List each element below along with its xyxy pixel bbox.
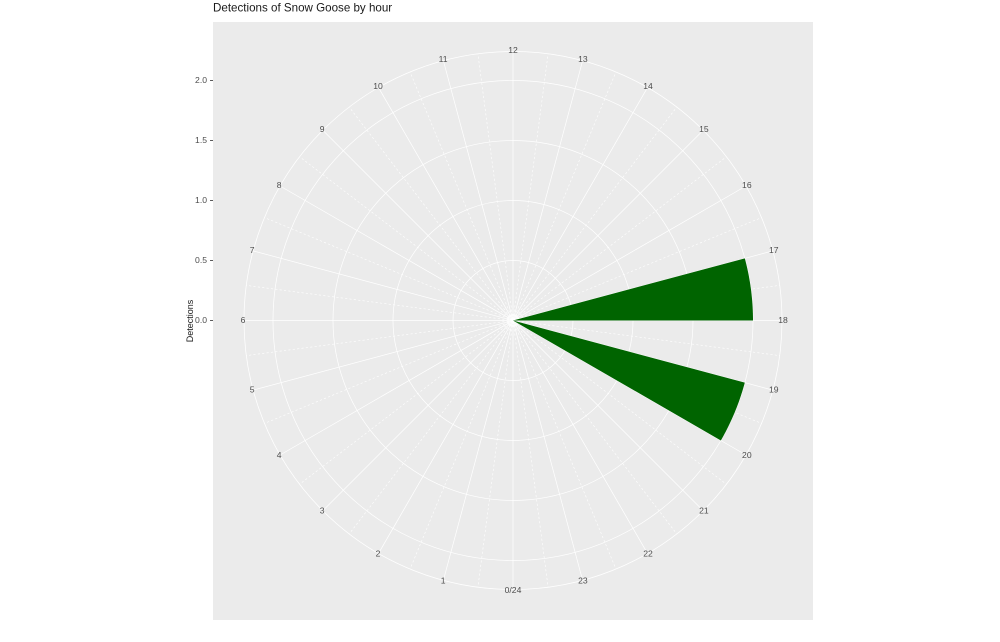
svg-text:2.0: 2.0 bbox=[195, 75, 207, 85]
svg-text:0.0: 0.0 bbox=[195, 315, 207, 325]
svg-text:12: 12 bbox=[508, 45, 518, 55]
svg-text:10: 10 bbox=[373, 81, 383, 91]
svg-text:23: 23 bbox=[578, 576, 588, 586]
svg-text:3: 3 bbox=[320, 506, 325, 516]
svg-text:0.5: 0.5 bbox=[195, 255, 207, 265]
svg-text:9: 9 bbox=[320, 124, 325, 134]
svg-text:0/24: 0/24 bbox=[505, 585, 522, 595]
svg-text:11: 11 bbox=[439, 54, 448, 64]
svg-text:15: 15 bbox=[699, 124, 709, 134]
svg-text:17: 17 bbox=[769, 245, 779, 255]
svg-text:20: 20 bbox=[742, 450, 752, 460]
svg-text:Detections of Snow Goose by ho: Detections of Snow Goose by hour bbox=[213, 2, 392, 15]
svg-text:8: 8 bbox=[277, 180, 282, 190]
svg-text:22: 22 bbox=[643, 549, 653, 559]
svg-text:19: 19 bbox=[769, 385, 779, 395]
svg-text:14: 14 bbox=[643, 81, 653, 91]
svg-text:1: 1 bbox=[441, 576, 446, 586]
svg-text:2: 2 bbox=[376, 549, 381, 559]
svg-text:Detections: Detections bbox=[185, 299, 195, 342]
svg-text:1.5: 1.5 bbox=[195, 135, 207, 145]
svg-text:4: 4 bbox=[277, 450, 282, 460]
svg-text:16: 16 bbox=[742, 180, 752, 190]
svg-text:1.0: 1.0 bbox=[195, 195, 207, 205]
svg-text:5: 5 bbox=[250, 385, 255, 395]
svg-text:7: 7 bbox=[250, 245, 255, 255]
svg-text:21: 21 bbox=[699, 506, 709, 516]
svg-text:18: 18 bbox=[778, 315, 788, 325]
svg-text:13: 13 bbox=[578, 54, 588, 64]
svg-text:6: 6 bbox=[241, 315, 246, 325]
